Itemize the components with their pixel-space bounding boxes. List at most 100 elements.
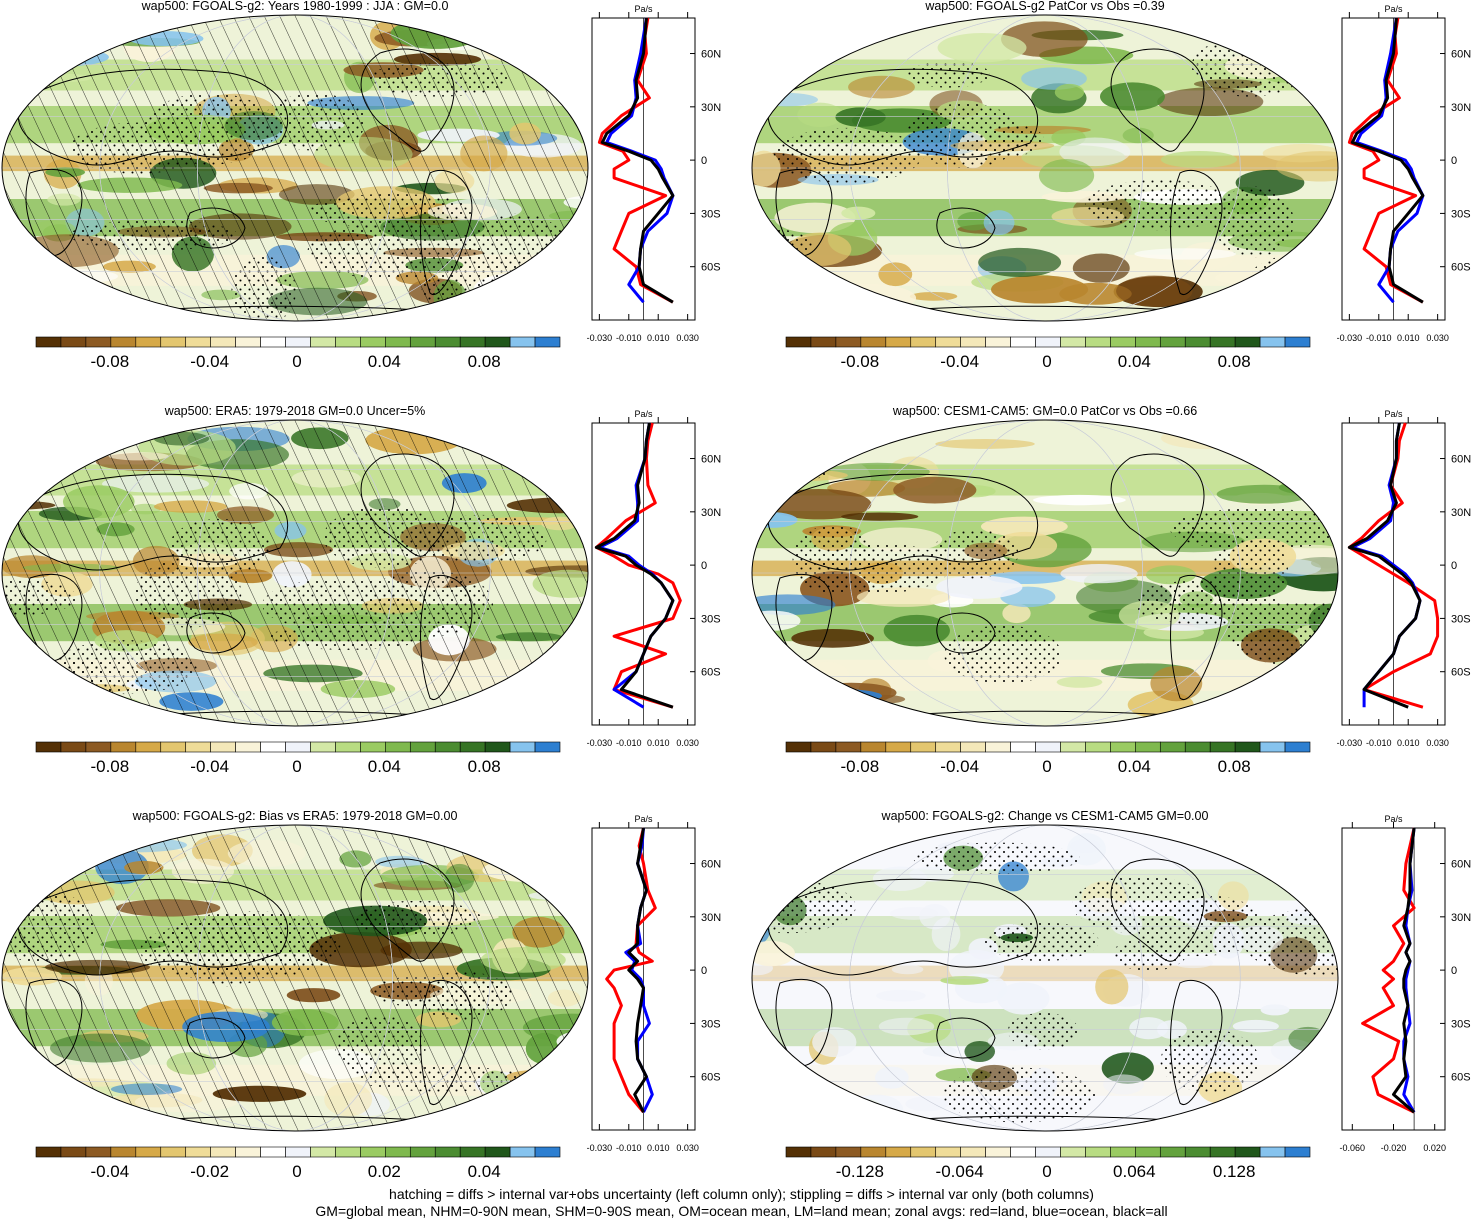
colorbar-tick-label: -0.04 bbox=[190, 757, 230, 776]
colorbar-swatch bbox=[85, 336, 112, 348]
colorbar-4 bbox=[785, 741, 1311, 753]
zonal-x-tick-label: 0.020 bbox=[1423, 1143, 1446, 1153]
zonal-x-tick-label: -0.010 bbox=[1366, 333, 1392, 343]
colorbar-swatch bbox=[1135, 741, 1161, 753]
map-panel-5 bbox=[1, 824, 589, 1132]
colorbar-5 bbox=[35, 1146, 561, 1158]
colorbar-swatch bbox=[810, 741, 837, 753]
colorbar-swatch bbox=[135, 741, 162, 753]
latitude-tick-label: 60N bbox=[701, 49, 721, 61]
panel-title-4: wap500: CESM1-CAM5: GM=0.0 PatCor vs Obs… bbox=[892, 404, 1198, 418]
zonal-x-tick-label: -0.010 bbox=[1366, 738, 1392, 748]
colorbar-swatch bbox=[1159, 1146, 1186, 1158]
zonal-mean-plot-5: Pa/s 60N 30N 0 30S 60S -0.030 -0.010 0.010 0.030 bbox=[587, 814, 722, 1153]
zonal-line-all bbox=[600, 17, 675, 304]
colorbar-swatch bbox=[785, 336, 812, 348]
zonal-units-label: Pa/s bbox=[634, 814, 653, 824]
zonal-mean-plot-3: Pa/s 60N 30N 0 30S 60S -0.030 -0.010 0.010 0.030 bbox=[587, 409, 722, 748]
latitude-tick-label: 0 bbox=[701, 155, 707, 167]
zonal-x-tick-label: -0.060 bbox=[1340, 1143, 1366, 1153]
colorbar-swatch bbox=[310, 741, 336, 753]
colorbar-swatch bbox=[60, 1146, 87, 1158]
colorbar-swatch bbox=[885, 741, 912, 753]
colorbar-tick-label: 0.064 bbox=[1113, 1162, 1156, 1181]
zonal-units-label: Pa/s bbox=[1384, 4, 1403, 14]
zonal-line-land bbox=[1347, 17, 1424, 304]
colorbar-swatch bbox=[210, 336, 236, 348]
colorbar-swatch bbox=[459, 336, 486, 348]
colorbar-swatch bbox=[260, 1146, 286, 1158]
colorbar-swatch bbox=[835, 336, 862, 348]
zonal-units-label: Pa/s bbox=[634, 409, 653, 419]
latitude-tick-label: 0 bbox=[701, 965, 707, 977]
zonal-x-tick-label: 0.030 bbox=[676, 333, 699, 343]
colorbar-swatch bbox=[484, 1146, 511, 1158]
colorbar-swatch bbox=[1110, 1146, 1136, 1158]
latitude-tick-label: 60N bbox=[701, 454, 721, 466]
zonal-x-tick-label: -0.030 bbox=[587, 1143, 613, 1153]
colorbar-swatch bbox=[185, 741, 211, 753]
colorbar-swatch bbox=[860, 336, 887, 348]
latitude-tick-label: 60S bbox=[701, 1072, 721, 1084]
colorbar-swatch bbox=[1085, 336, 1111, 348]
colorbar-tick-label: -0.08 bbox=[840, 352, 880, 371]
latitude-tick-label: 30S bbox=[701, 1018, 721, 1030]
zonal-x-tick-label: -0.010 bbox=[616, 333, 642, 343]
colorbar-tick-label: -0.04 bbox=[940, 352, 980, 371]
colorbar-swatch bbox=[385, 336, 411, 348]
zonal-mean-plot-1: Pa/s 60N 30N 0 30S 60S -0.030 -0.010 0.010 0.030 bbox=[587, 4, 722, 343]
colorbar-swatch bbox=[960, 1146, 986, 1158]
zonal-units-label: Pa/s bbox=[634, 4, 653, 14]
latitude-tick-label: 30S bbox=[1451, 208, 1471, 220]
panel-title-5: wap500: FGOALS-g2: Bias vs ERA5: 1979-20… bbox=[132, 809, 458, 823]
colorbar-swatch bbox=[310, 336, 336, 348]
panel-title-6: wap500: FGOALS-g2: Change vs CESM1-CAM5 … bbox=[881, 809, 1209, 823]
colorbar-swatch bbox=[385, 741, 411, 753]
colorbar-tick-label: 0.04 bbox=[1117, 757, 1151, 776]
zonal-mean-plot-6: Pa/s 60N 30N 0 30S 60S -0.060 -0.020 0.020 bbox=[1340, 814, 1472, 1153]
latitude-tick-label: 30N bbox=[1451, 507, 1471, 519]
colorbar-swatch bbox=[60, 741, 87, 753]
colorbar-swatch bbox=[360, 336, 386, 348]
colorbar-swatch bbox=[1010, 741, 1036, 753]
latitude-tick-label: 60S bbox=[1451, 667, 1471, 679]
latitude-tick-label: 30N bbox=[701, 102, 721, 114]
colorbar-swatch bbox=[1234, 1146, 1261, 1158]
colorbar-tick-label: 0 bbox=[292, 1162, 302, 1181]
colorbar-swatch bbox=[1060, 336, 1086, 348]
colorbar-swatch bbox=[810, 1146, 837, 1158]
colorbar-swatch bbox=[335, 1146, 361, 1158]
colorbar-swatch bbox=[335, 741, 361, 753]
colorbar-swatch bbox=[910, 741, 937, 753]
colorbar-swatch bbox=[1184, 336, 1211, 348]
colorbar-tick-label: 0 bbox=[292, 757, 302, 776]
colorbar-swatch bbox=[185, 336, 211, 348]
colorbar-swatch bbox=[1135, 1146, 1161, 1158]
colorbar-swatch bbox=[260, 741, 286, 753]
latitude-tick-label: 30N bbox=[701, 912, 721, 924]
colorbar-swatch bbox=[335, 336, 361, 348]
zonal-units-label: Pa/s bbox=[1384, 814, 1403, 824]
colorbar-swatch bbox=[509, 1146, 536, 1158]
latitude-tick-label: 30S bbox=[1451, 613, 1471, 625]
zonal-x-tick-label: -0.030 bbox=[1337, 333, 1363, 343]
colorbar-swatch bbox=[484, 741, 511, 753]
colorbar-swatch bbox=[1110, 741, 1136, 753]
colorbar-swatch bbox=[534, 1146, 561, 1158]
colorbar-swatch bbox=[1259, 1146, 1286, 1158]
colorbar-tick-label: -0.08 bbox=[840, 757, 880, 776]
colorbar-swatch bbox=[210, 741, 236, 753]
colorbar-swatch bbox=[1085, 1146, 1111, 1158]
colorbar-swatch bbox=[1284, 1146, 1311, 1158]
latitude-tick-label: 60N bbox=[1451, 49, 1471, 61]
colorbar-tick-label: -0.064 bbox=[935, 1162, 984, 1181]
colorbar-tick-label: 0.02 bbox=[367, 1162, 401, 1181]
latitude-tick-label: 60N bbox=[701, 859, 721, 871]
colorbar-swatch bbox=[1035, 741, 1061, 753]
colorbar-tick-label: -0.04 bbox=[90, 1162, 130, 1181]
colorbar-swatch bbox=[285, 1146, 311, 1158]
latitude-tick-label: 0 bbox=[701, 560, 707, 572]
colorbar-6 bbox=[785, 1146, 1311, 1158]
colorbar-swatch bbox=[385, 1146, 411, 1158]
zonal-x-tick-label: 0.010 bbox=[647, 1143, 670, 1153]
